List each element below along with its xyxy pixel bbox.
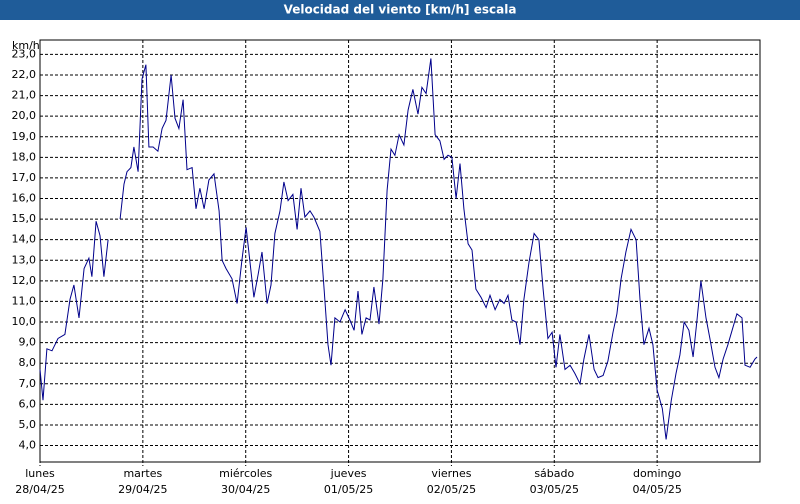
y-unit: km/h [12, 39, 40, 52]
y-tick-label: 12,0 [12, 274, 37, 287]
y-tick-label: 13,0 [12, 253, 37, 266]
y-tick-label: 20,0 [12, 109, 37, 122]
x-tick-date: 29/04/25 [118, 483, 167, 496]
y-tick-label: 5,0 [19, 418, 37, 431]
y-tick-label: 19,0 [12, 130, 37, 143]
chart-title: Velocidad del viento [km/h] escala [284, 3, 517, 17]
x-tick-label: miércoles [219, 467, 272, 480]
y-tick-label: 10,0 [12, 315, 37, 328]
y-tick-label: 23,0 [12, 47, 37, 60]
y-tick-label: 6,0 [19, 397, 37, 410]
y-tick-label: 16,0 [12, 192, 37, 205]
x-tick-label: martes [123, 467, 162, 480]
y-tick-label: 8,0 [19, 356, 37, 369]
x-tick-date: 04/05/25 [632, 483, 681, 496]
wind-line [39, 58, 758, 440]
x-tick-date: 01/05/25 [324, 483, 373, 496]
x-tick-label: viernes [431, 467, 471, 480]
y-tick-label: 7,0 [19, 377, 37, 390]
x-tick-label: sábado [534, 467, 574, 480]
y-tick-label: 15,0 [12, 212, 37, 225]
x-tick-label: domingo [633, 467, 681, 480]
y-tick-label: 9,0 [19, 336, 37, 349]
x-tick-date: 03/05/25 [530, 483, 579, 496]
x-tick-label: jueves [330, 467, 367, 480]
x-tick-date: 02/05/25 [427, 483, 476, 496]
y-tick-label: 22,0 [12, 68, 37, 81]
x-tick-label: lunes [25, 467, 55, 480]
x-tick-date: 28/04/25 [15, 483, 64, 496]
y-tick-label: 18,0 [12, 150, 37, 163]
y-tick-label: 4,0 [19, 439, 37, 452]
y-tick-label: 11,0 [12, 294, 37, 307]
y-tick-label: 21,0 [12, 89, 37, 102]
y-tick-label: 14,0 [12, 233, 37, 246]
x-tick-date: 30/04/25 [221, 483, 270, 496]
y-tick-label: 17,0 [12, 171, 37, 184]
plot-frame [39, 39, 761, 463]
title-bar [0, 0, 800, 20]
